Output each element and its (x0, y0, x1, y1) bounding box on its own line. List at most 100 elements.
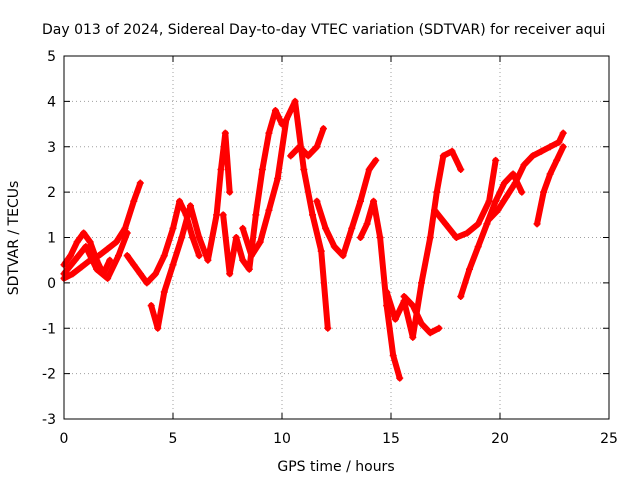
data-point (67, 252, 75, 260)
data-point (136, 270, 144, 278)
y-tick-label: 1 (47, 231, 56, 247)
data-point (465, 265, 473, 273)
data-point (431, 206, 439, 214)
data-point (339, 252, 347, 260)
data-point (409, 302, 417, 310)
data-point (322, 224, 330, 232)
data-point (509, 170, 517, 178)
data-point (520, 161, 528, 169)
axis-ticks (63, 55, 610, 420)
data-point (304, 152, 312, 160)
series-s5 (147, 129, 234, 332)
series-trace (220, 107, 285, 277)
x-tick-label: 0 (60, 431, 69, 447)
data-point (256, 238, 264, 246)
series-s16 (533, 143, 567, 228)
data-point (77, 263, 85, 271)
series-trace (357, 198, 403, 382)
data-point (313, 143, 321, 151)
data-point (274, 175, 282, 183)
data-point (195, 252, 203, 260)
y-tick-label: 3 (47, 140, 56, 156)
data-point (439, 152, 447, 160)
data-point (300, 165, 308, 173)
series-s10 (356, 197, 404, 382)
data-point (452, 234, 460, 241)
data-point (160, 288, 168, 296)
data-point (239, 224, 247, 232)
series-s11 (383, 147, 465, 341)
data-point (221, 129, 229, 137)
data-point (457, 165, 465, 173)
data-point (474, 243, 482, 251)
data-point (232, 234, 240, 241)
data-point (356, 197, 364, 205)
data-point (152, 270, 160, 278)
x-tick-label: 10 (273, 431, 291, 447)
data-point (219, 211, 227, 219)
data-point (95, 252, 103, 260)
data-point (195, 234, 203, 241)
data-point (330, 243, 338, 251)
y-tick-label: -3 (42, 412, 56, 428)
data-point (396, 374, 404, 382)
y-tick-label: 4 (47, 94, 56, 110)
grid (64, 56, 609, 419)
x-tick-labels: 0 5 10 15 20 25 (60, 431, 618, 447)
data-point (169, 261, 177, 269)
data-point (537, 147, 545, 155)
series-trace (287, 125, 327, 159)
data-point (540, 188, 548, 196)
data-point (555, 138, 563, 146)
y-axis-title: SDTVAR / TECUs (6, 181, 22, 296)
chart-title: Day 013 of 2024, Sidereal Day-to-day VTE… (42, 22, 605, 38)
data-point (86, 238, 94, 246)
data-point (559, 129, 567, 137)
data-point (104, 245, 112, 253)
data-point (154, 324, 162, 332)
data-point (213, 211, 221, 219)
data-point (400, 292, 408, 300)
series-trace (534, 143, 567, 227)
data-point (442, 220, 449, 228)
y-tick-label: 2 (47, 185, 56, 201)
data-point (317, 247, 325, 255)
data-point (73, 238, 81, 246)
data-point (457, 292, 465, 300)
data-point (511, 179, 519, 187)
data-point (271, 106, 279, 114)
data-point (217, 165, 225, 173)
data-point (136, 179, 144, 187)
data-point (82, 243, 90, 251)
y-tick-labels: -3 -2 -1 0 1 2 3 4 5 (42, 49, 56, 428)
data-point (553, 156, 561, 164)
data-point (71, 256, 79, 264)
data-point (492, 197, 500, 205)
data-point (348, 224, 356, 232)
data-point (324, 324, 332, 332)
series-trace (457, 170, 525, 300)
data-point (435, 324, 443, 332)
data-point (426, 329, 434, 337)
x-axis-title: GPS time / hours (277, 459, 394, 475)
data-point (258, 165, 266, 173)
data-point (546, 170, 554, 178)
data-point (130, 197, 138, 205)
data-point (485, 197, 493, 205)
data-point (178, 234, 186, 241)
data-point (529, 152, 537, 160)
series-s3 (60, 229, 131, 282)
data-point (115, 252, 122, 260)
y-tick-label: -1 (42, 321, 56, 337)
data-point (389, 351, 397, 359)
data-point (160, 252, 168, 260)
data-point (239, 256, 247, 264)
data-point (518, 188, 526, 196)
data-point (485, 215, 493, 223)
data-point (176, 197, 184, 205)
series-s12 (400, 292, 443, 337)
data-point (121, 224, 129, 232)
data-point (112, 238, 120, 246)
data-point (282, 116, 290, 124)
